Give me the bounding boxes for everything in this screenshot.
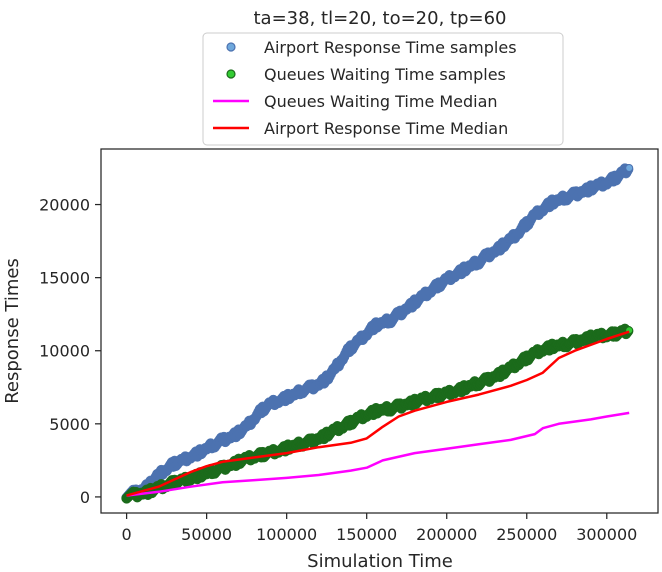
x-tick-label: 200000 bbox=[416, 525, 477, 544]
y-tick-label: 10000 bbox=[39, 342, 90, 361]
x-tick-label: 0 bbox=[122, 525, 132, 544]
legend: Airport Response Time samples Queues Wait… bbox=[202, 32, 564, 146]
y-tick-label: 20000 bbox=[39, 196, 90, 215]
legend-label: Airport Response Time Median bbox=[264, 119, 508, 138]
y-tick-label: 15000 bbox=[39, 269, 90, 288]
ticks-layer: 0 50000 100000 150000 200000 250000 300000 0 500… bbox=[39, 196, 637, 544]
x-tick-label: 250000 bbox=[496, 525, 557, 544]
y-axis-label: Response Times bbox=[2, 258, 23, 404]
series-3-line bbox=[126, 330, 630, 497]
y-tick-label: 0 bbox=[80, 488, 90, 507]
x-axis-label: Simulation Time bbox=[307, 551, 453, 572]
series-3-line-group bbox=[126, 330, 630, 497]
x-tick-label: 150000 bbox=[336, 525, 397, 544]
series-2-line-group bbox=[126, 411, 630, 497]
series-2-line bbox=[126, 411, 630, 497]
x-tick-label: 100000 bbox=[256, 525, 317, 544]
series-layer bbox=[121, 163, 634, 504]
legend-label: Queues Waiting Time samples bbox=[264, 65, 506, 84]
legend-label: Queues Waiting Time Median bbox=[264, 92, 498, 111]
x-tick-label: 50000 bbox=[181, 525, 232, 544]
plot-area: 0 50000 100000 150000 200000 250000 300000 0 500… bbox=[39, 148, 659, 544]
chart-title: ta=38, tl=20, to=20, tp=60 bbox=[254, 8, 507, 29]
legend-label: Airport Response Time samples bbox=[264, 38, 517, 57]
y-tick-label: 5000 bbox=[49, 415, 90, 434]
series-0-last-point bbox=[625, 164, 634, 173]
legend-frame bbox=[202, 32, 564, 146]
x-tick-label: 300000 bbox=[576, 525, 637, 544]
legend-marker bbox=[226, 69, 236, 79]
legend-marker bbox=[226, 42, 236, 52]
